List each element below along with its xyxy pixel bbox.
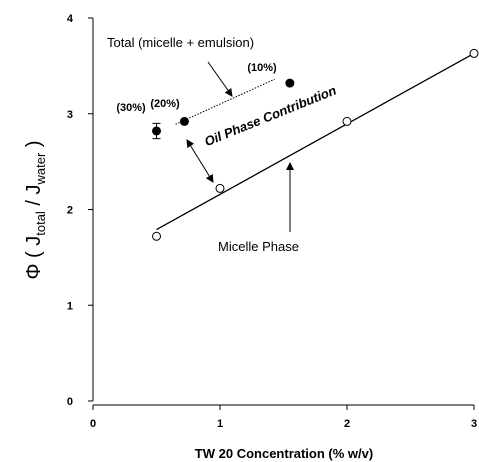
x-tick-label: 3 [471, 418, 477, 430]
y-axis-label: Φ ( Jtotal / Jwater ) [23, 141, 48, 280]
x-tick-label: 1 [217, 418, 223, 430]
point-label: (20%) [150, 98, 180, 110]
point-label: (30%) [116, 102, 146, 114]
x-axis-label: TW 20 Concentration (% w/v) [195, 446, 373, 461]
point [152, 231, 161, 241]
arrow [207, 61, 233, 97]
point [215, 183, 225, 193]
point [342, 116, 352, 126]
point [179, 116, 189, 126]
fit-line [156, 52, 475, 231]
double-arrow [186, 139, 214, 183]
fit-line [175, 78, 275, 125]
point [469, 48, 479, 58]
y-label-part: ) [23, 141, 45, 153]
y-tick-label: 0 [67, 396, 73, 408]
y-label-sub: water [33, 152, 48, 185]
y-tick-label: 3 [67, 109, 73, 121]
y-tick-label: 2 [67, 205, 73, 217]
annotation: Oil Phase Contribution [202, 82, 338, 149]
point-label: (10%) [247, 62, 277, 74]
y-label-part: / J [23, 185, 45, 212]
series-label: Micelle Phase [218, 239, 299, 254]
y-tick-label: 1 [67, 300, 73, 312]
y-tick-label: 4 [67, 13, 74, 25]
y-label-sub: total [33, 211, 48, 236]
y-label-part: Φ ( J [23, 236, 45, 280]
series-label: Total (micelle + emulsion) [107, 35, 254, 50]
x-tick-label: 2 [344, 418, 350, 430]
point [285, 78, 295, 88]
point [152, 126, 161, 136]
x-tick-label: 0 [90, 418, 96, 430]
